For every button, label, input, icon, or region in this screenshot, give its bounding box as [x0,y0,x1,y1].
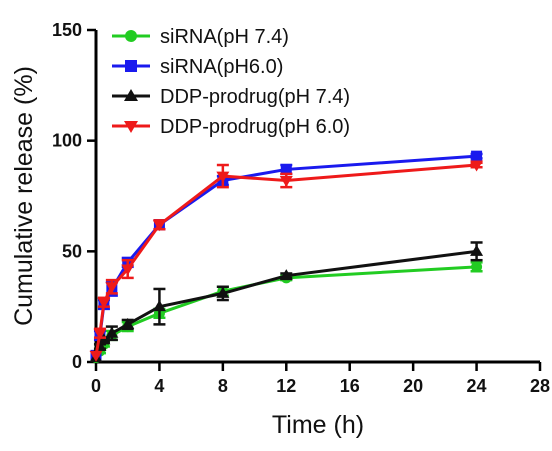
data-point [471,261,483,273]
data-point [471,150,483,162]
data-point [470,160,484,172]
data-point [152,220,166,232]
data-point [280,163,292,175]
series-group [89,150,484,364]
data-point [105,326,119,338]
x-tick-label: 12 [276,376,296,396]
series-3 [89,241,484,363]
data-point [216,286,230,298]
legend-marker [124,89,138,101]
data-point [93,328,107,340]
data-point [279,269,293,281]
data-point [121,264,135,276]
legend-marker [125,30,137,42]
data-point [89,350,103,362]
series-4 [89,160,484,362]
y-tick-label: 0 [72,352,82,372]
legend-marker [124,121,138,133]
data-point [105,282,119,294]
y-tick-label: 100 [52,131,82,151]
data-point [279,176,293,188]
x-tick-label: 20 [403,376,423,396]
ticks: 0 50 100 150 0 4 8 12 16 20 24 28 [52,20,550,396]
legend-item: siRNA(pH6.0) [112,56,283,78]
legend: siRNA(pH 7.4) siRNA(pH6.0) DDP-prodrug(pH … [112,26,350,138]
data-point [470,244,484,256]
x-axis-title: Time (h) [272,411,364,439]
legend-marker [125,60,137,72]
data-point [121,317,135,329]
x-tick-label: 4 [154,376,164,396]
data-point [216,171,230,183]
legend-label: DDP-prodrug(pH 6.0) [160,116,350,138]
y-axis-title: Cumulative release (%) [10,66,38,326]
data-point [152,300,166,312]
legend-item: siRNA(pH 7.4) [112,26,289,48]
series-line [94,163,477,356]
axes [94,30,540,364]
legend-item: DDP-prodrug(pH 6.0) [112,116,350,138]
x-tick-label: 0 [91,376,101,396]
y-tick-label: 50 [62,241,82,261]
legend-item: DDP-prodrug(pH 7.4) [112,86,350,108]
x-tick-label: 8 [218,376,228,396]
x-tick-label: 24 [467,376,487,396]
x-tick-label: 28 [530,376,550,396]
y-tick-label: 150 [52,20,82,40]
legend-label: DDP-prodrug(pH 7.4) [160,86,350,108]
legend-label: siRNA(pH 7.4) [160,26,289,48]
data-point [97,297,111,309]
x-tick-label: 16 [340,376,360,396]
series-line [94,249,477,359]
legend-label: siRNA(pH6.0) [160,56,283,78]
